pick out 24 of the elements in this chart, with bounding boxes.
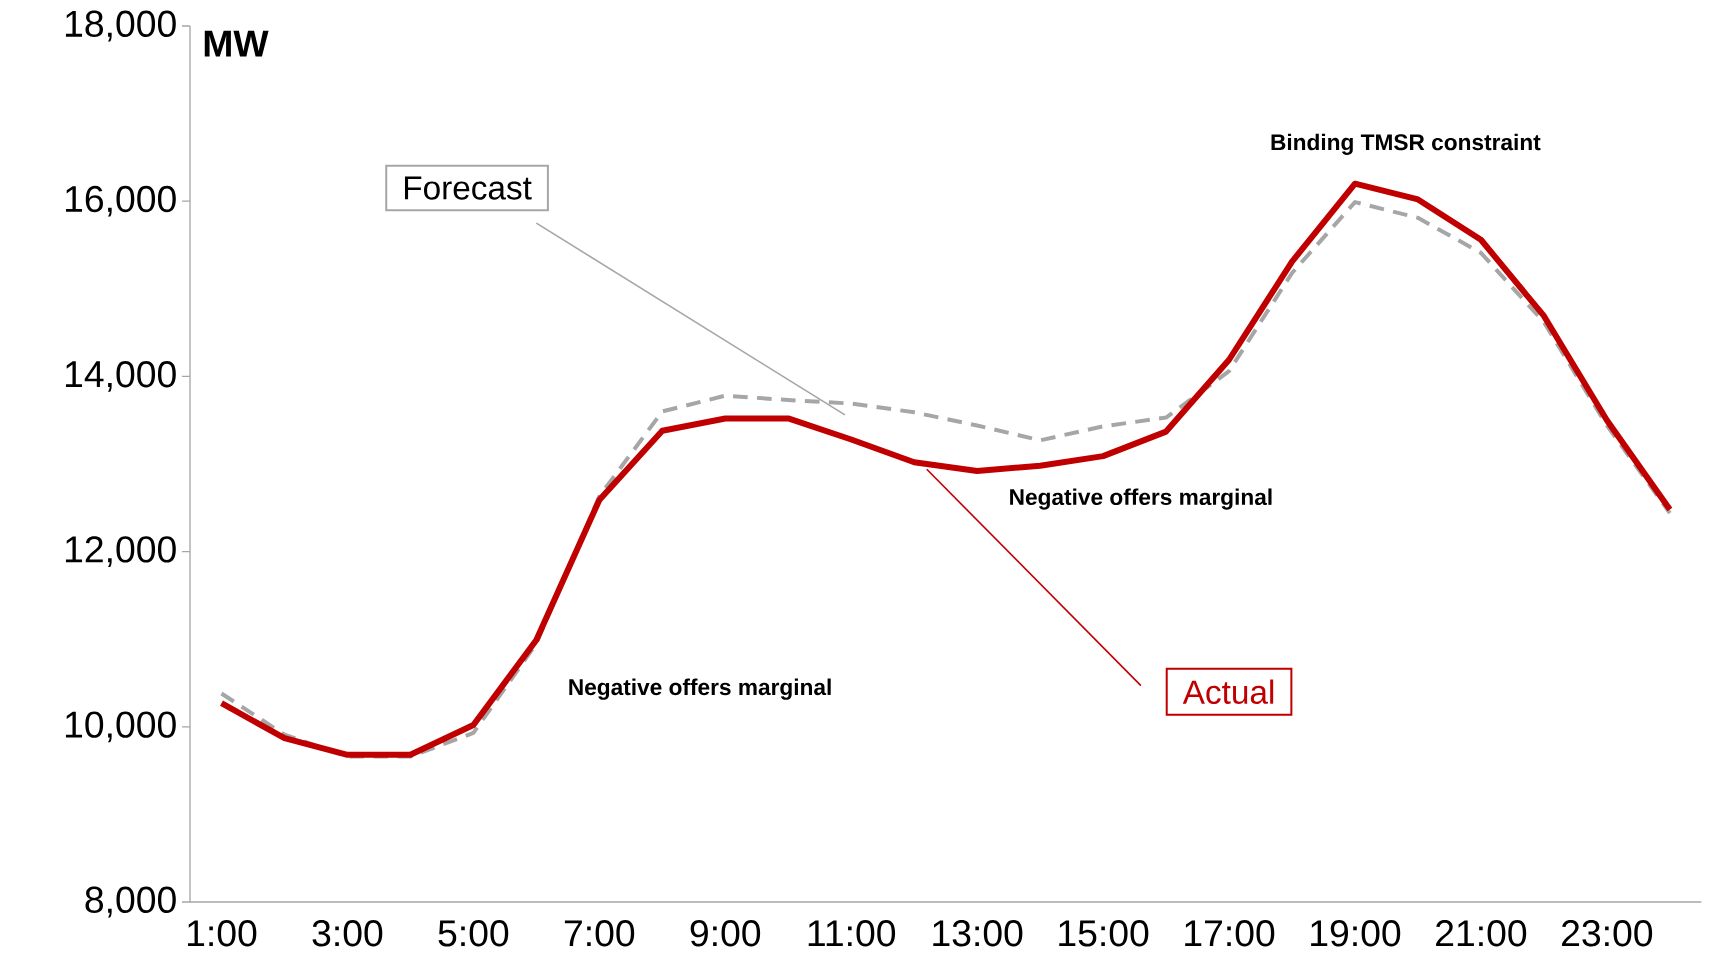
x-tick-label: 17:00 (1185, 920, 1275, 947)
text: Forecast (404, 176, 532, 200)
x-tick-label: 7:00 (564, 920, 635, 947)
x-tick-label: 11:00 (808, 920, 896, 947)
y-tick-label: 12,000 (65, 536, 176, 568)
x-tick-label: 21:00 (1436, 920, 1527, 947)
x-tick-label: 13:00 (933, 920, 1023, 947)
x-tick-label: 15:00 (1059, 920, 1149, 947)
y-tick-label: 16,000 (65, 185, 176, 217)
x-tick-label: 3:00 (312, 920, 383, 947)
y-tick-label: 8,000 (85, 886, 176, 918)
annotation: Negative offers marginal (569, 678, 831, 700)
x-tick-label: 23:00 (1562, 920, 1653, 947)
annotation: Negative offers marginal (1010, 488, 1272, 510)
y-tick-label: 10,000 (65, 711, 176, 743)
y-axis-title: MW (204, 30, 269, 57)
x-tick-label: 1:00 (188, 920, 257, 947)
annotation: Binding TMSR constraint (1271, 133, 1541, 155)
x-tick-label: 9:00 (690, 920, 761, 947)
text: Actual (1182, 679, 1274, 705)
x-tick-label: 19:00 (1311, 920, 1401, 947)
y-tick-label: 18,000 (65, 10, 176, 42)
x-tick-label: 5:00 (438, 920, 509, 947)
y-tick-label: 14,000 (65, 360, 176, 392)
